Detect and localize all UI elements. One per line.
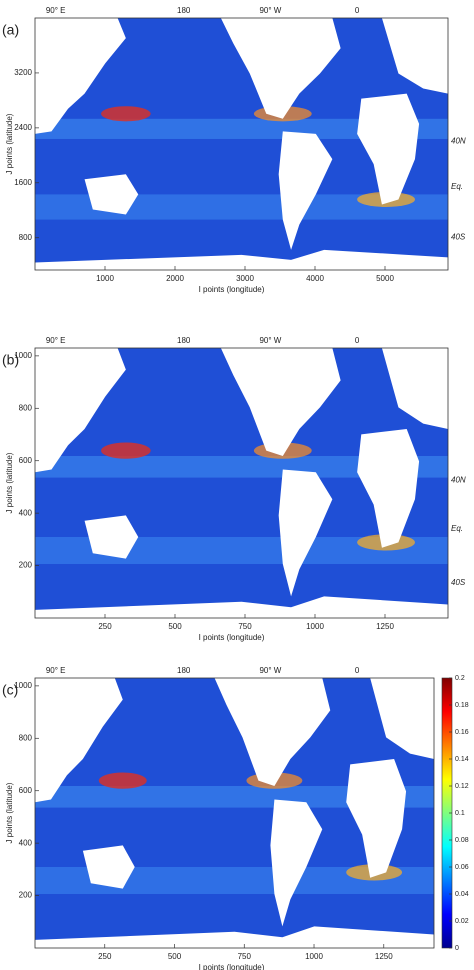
y-tick-label: 800 bbox=[19, 233, 33, 242]
y-tick-label: 2400 bbox=[14, 123, 32, 132]
colorbar-tick-label: 0.02 bbox=[455, 918, 469, 925]
colorbar-tick-label: 0.14 bbox=[455, 756, 469, 763]
x-tick-label: 750 bbox=[238, 622, 252, 631]
y-tick-label: 400 bbox=[19, 838, 33, 847]
x-tick-label: 3000 bbox=[236, 274, 254, 283]
y-tick-label: 400 bbox=[19, 508, 33, 517]
colorbar-tick-label: 0.16 bbox=[455, 729, 469, 736]
x-axis-title: I points (longitude) bbox=[199, 633, 265, 642]
y-tick-label: 600 bbox=[19, 786, 33, 795]
top-label: 0 bbox=[355, 666, 360, 675]
colorbar-tick-label: 0.2 bbox=[455, 675, 465, 682]
top-label: 180 bbox=[177, 666, 191, 675]
x-axis-title: I points (longitude) bbox=[199, 963, 265, 970]
colorbar-tick-label: 0.12 bbox=[455, 783, 469, 790]
x-axis-title: I points (longitude) bbox=[199, 285, 265, 294]
colorbar-tick-label: 0.06 bbox=[455, 864, 469, 871]
top-label: 90° E bbox=[46, 666, 66, 675]
map-field bbox=[35, 18, 448, 270]
top-label: 90° W bbox=[259, 336, 281, 345]
y-axis-title: J points (latitude) bbox=[5, 782, 14, 843]
y-tick-label: 200 bbox=[19, 561, 33, 570]
plot-frame bbox=[34, 677, 435, 949]
top-label: 0 bbox=[355, 6, 360, 15]
y-tick-label: 1000 bbox=[14, 681, 32, 690]
y-tick-label: 1000 bbox=[14, 351, 32, 360]
x-tick-label: 5000 bbox=[376, 274, 394, 283]
y-tick-label: 1600 bbox=[14, 178, 32, 187]
x-tick-label: 750 bbox=[238, 952, 252, 961]
y-tick-label: 200 bbox=[19, 891, 33, 900]
x-tick-label: 1000 bbox=[96, 274, 114, 283]
y-tick-label: 3200 bbox=[14, 68, 32, 77]
x-tick-label: 500 bbox=[168, 952, 182, 961]
panel-label: (c) bbox=[2, 682, 18, 698]
colorbar-tick-label: 0 bbox=[455, 945, 459, 952]
side-label: Eq. bbox=[451, 182, 463, 191]
x-tick-label: 250 bbox=[98, 622, 112, 631]
colorbar-tick-label: 0.1 bbox=[455, 810, 465, 817]
plot-frame bbox=[34, 17, 449, 271]
x-tick-label: 1000 bbox=[306, 622, 324, 631]
map-field bbox=[35, 678, 434, 948]
colorbar-tick-label: 0.04 bbox=[455, 891, 469, 898]
y-tick-label: 800 bbox=[19, 403, 33, 412]
x-tick-label: 500 bbox=[168, 622, 182, 631]
top-label: 180 bbox=[177, 6, 191, 15]
panel-label: (b) bbox=[2, 352, 19, 368]
x-tick-label: 2000 bbox=[166, 274, 184, 283]
panel-label: (a) bbox=[2, 22, 19, 38]
y-tick-label: 800 bbox=[19, 733, 33, 742]
x-tick-label: 1250 bbox=[375, 952, 393, 961]
side-label: 40N bbox=[451, 137, 466, 146]
side-label: 40S bbox=[451, 232, 466, 241]
side-label: 40N bbox=[451, 475, 466, 484]
y-axis-title: J points (latitude) bbox=[5, 452, 14, 513]
top-label: 90° W bbox=[259, 6, 281, 15]
top-label: 90° W bbox=[259, 666, 281, 675]
plot-frame bbox=[34, 347, 449, 619]
map-field bbox=[35, 348, 448, 618]
top-label: 0 bbox=[355, 336, 360, 345]
x-tick-label: 250 bbox=[98, 952, 112, 961]
x-tick-label: 1250 bbox=[376, 622, 394, 631]
top-label: 90° E bbox=[46, 6, 66, 15]
y-tick-label: 600 bbox=[19, 456, 33, 465]
side-label: Eq. bbox=[451, 524, 463, 533]
top-label: 90° E bbox=[46, 336, 66, 345]
x-tick-label: 4000 bbox=[306, 274, 324, 283]
colorbar-tick-label: 0.08 bbox=[455, 837, 469, 844]
y-axis-title: J points (latitude) bbox=[5, 113, 14, 174]
colorbar-tick-label: 0.18 bbox=[455, 702, 469, 709]
top-label: 180 bbox=[177, 336, 191, 345]
x-tick-label: 1000 bbox=[305, 952, 323, 961]
side-label: 40S bbox=[451, 578, 466, 587]
